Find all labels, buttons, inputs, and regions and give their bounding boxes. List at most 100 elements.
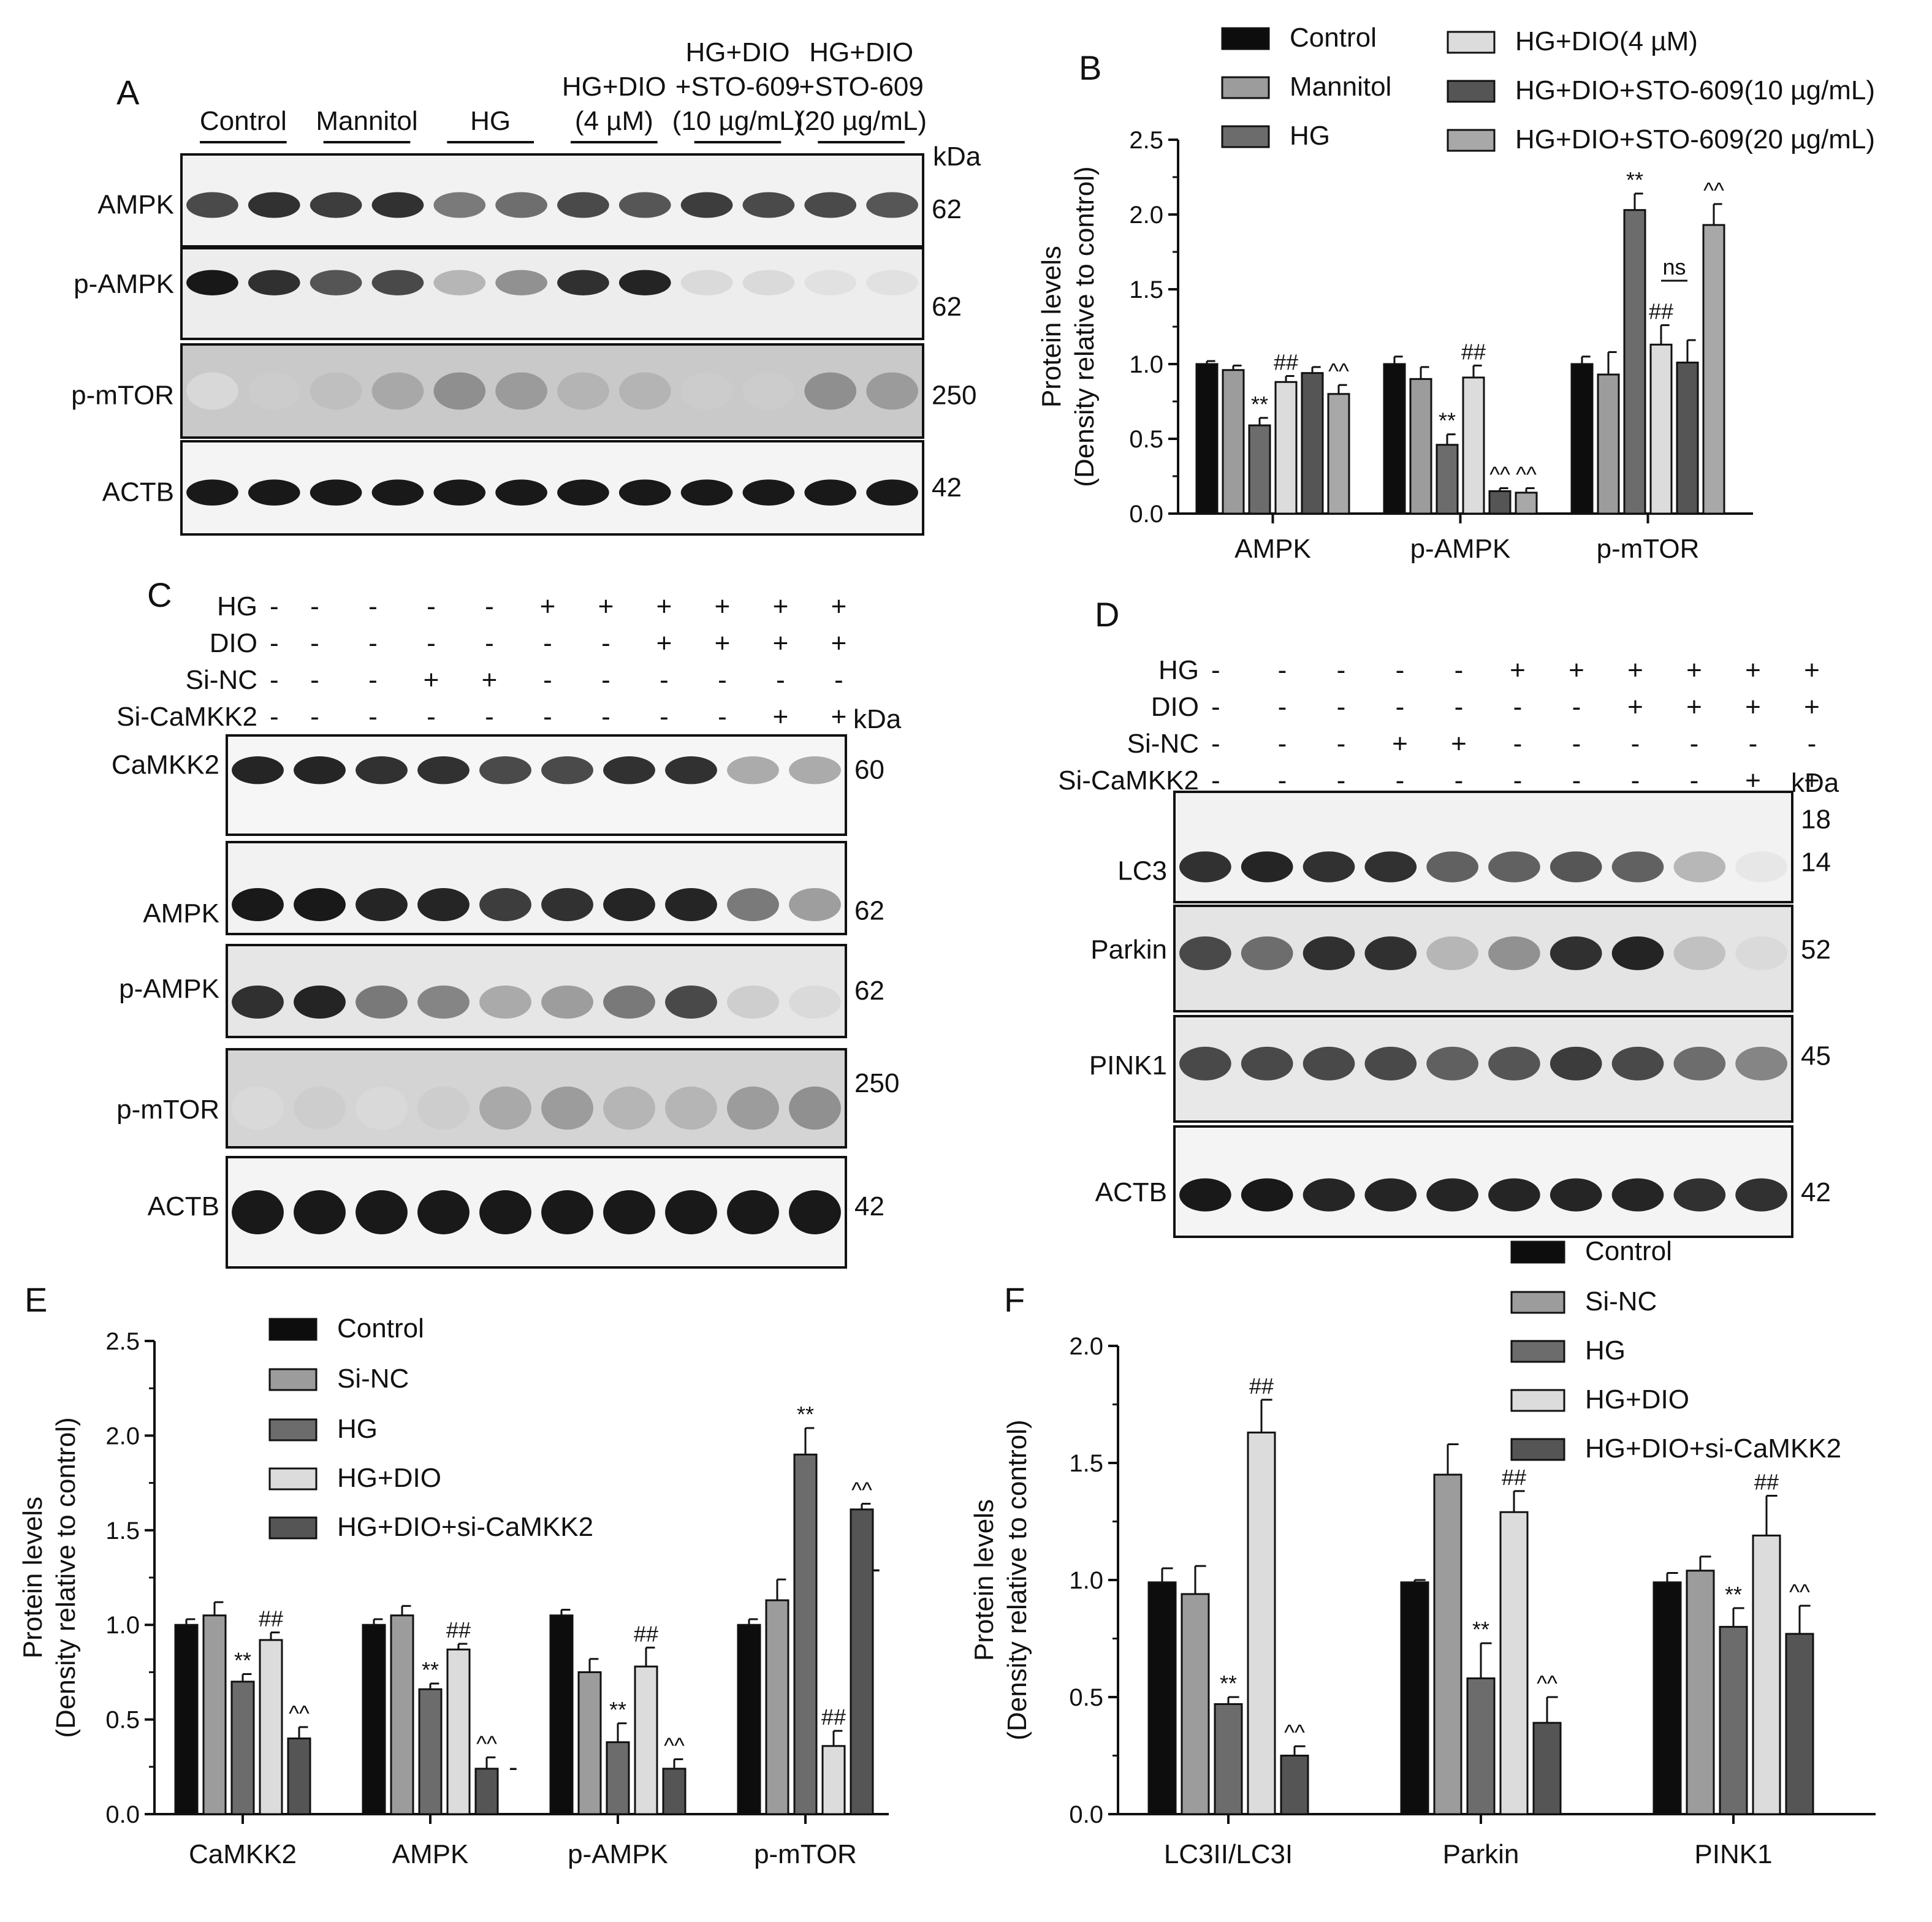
bar-hg-p-ampk (1436, 444, 1459, 515)
condition-sign: - (368, 665, 378, 695)
band-actb-lane-4 (371, 479, 424, 506)
panel-letter-b: B (1079, 48, 1101, 87)
condition-sign: - (543, 628, 552, 658)
legend-label: HG+DIO (1585, 1385, 1689, 1415)
bar-mannitol-ampk (1222, 369, 1245, 515)
panel-d-blot-parkin: Parkin 52 (1090, 905, 1831, 1012)
band-actb-lane-1 (1179, 1178, 1231, 1212)
bar-hg-dio-p-ampk (634, 1665, 658, 1815)
blot-kda: 60 (854, 755, 884, 785)
band-p-mtor-lane-7 (603, 1086, 655, 1130)
panel-d-condition-row-hg: HG - - - - - + + + + + + (1158, 655, 1820, 685)
bar-group-p-mtor (1570, 192, 1725, 515)
band-actb-lane-6 (541, 1190, 593, 1234)
legend-swatch (1447, 80, 1496, 103)
band-camkk2-lane-9 (727, 756, 779, 784)
bar-hg-dio-parkin (1499, 1511, 1529, 1815)
bar-hg-dio-lc3ii-lc3i (1247, 1431, 1276, 1815)
panel-d-condition-row-si-camkk2: Si-CaMKK2- - - - - - - - - + + (1058, 765, 1820, 796)
blot-label: p-mTOR (116, 1095, 219, 1125)
band-lc3-lane-9 (1673, 851, 1726, 883)
band-pink1-lane-1 (1179, 1046, 1231, 1081)
condition-sign: + (773, 628, 789, 658)
band-p-mtor-lane-8 (618, 372, 671, 410)
bar-hg-dio-sto-609-10-g-ml--p-ampk (1488, 490, 1512, 515)
band-p-mtor-lane-2 (248, 372, 300, 410)
legend-label: HG (1585, 1335, 1626, 1366)
condition-sign: - (1278, 655, 1287, 685)
condition-sign: + (1745, 692, 1761, 722)
band-camkk2-lane-1 (232, 756, 284, 784)
significance-marker: ## (446, 1617, 471, 1643)
condition-sign: + (773, 702, 789, 732)
band-actb-lane-4 (1364, 1178, 1417, 1212)
significance-marker: ## (634, 1621, 658, 1646)
condition-sign: + (1745, 765, 1761, 796)
bar-hg-dio-si-camkk2-parkin (1532, 1722, 1562, 1815)
band-lc3-lane-3 (1303, 851, 1355, 883)
bar-group-ampk (362, 1605, 499, 1815)
kda-header: kDa (933, 142, 981, 172)
bar-hg-dio-pink1 (1752, 1534, 1781, 1815)
significance-marker: ** (1626, 167, 1643, 192)
condition-sign: - (1631, 729, 1640, 759)
band-p-mtor-lane-9 (680, 372, 733, 410)
band-p-ampk-lane-11 (804, 270, 857, 295)
group-header-text: Mannitol (316, 106, 417, 136)
band-actb-lane-10 (1735, 1178, 1787, 1212)
bar-group-p-mtor (737, 1427, 874, 1815)
condition-sign: - (718, 702, 727, 732)
group-header-text: HG (470, 106, 511, 136)
bar-group-p-ampk (1383, 355, 1538, 515)
x-category-label: p-mTOR (1597, 534, 1700, 564)
bar-si-nc-ampk (390, 1614, 414, 1815)
legend-item-mannitol: Mannitol (1221, 72, 1391, 102)
condition-sign: + (715, 628, 731, 658)
legend-label: Si-NC (1585, 1286, 1657, 1316)
band-p-mtor-lane-5 (479, 1086, 531, 1130)
y-tick-label: 1.5 (105, 1517, 140, 1544)
y-axis-label-2: (Density relative to control) (51, 1417, 81, 1738)
condition-sign: - (601, 628, 610, 658)
band-ampk-lane-12 (866, 192, 918, 218)
panel-letter-a: A (116, 73, 140, 112)
condition-sign: + (1804, 692, 1820, 722)
band-actb-lane-2 (248, 479, 300, 506)
band-ampk-lane-10 (742, 192, 795, 218)
band-actb-lane-4 (417, 1190, 470, 1234)
significance-marker: ^^ (476, 1731, 497, 1756)
bar-control-p-mtor (737, 1624, 761, 1815)
band-p-ampk-lane-7 (603, 986, 655, 1019)
panel-a-western-blot: Control Mannitol HG HG+DIO (4 µM) HG+DIO +STO-… (71, 37, 981, 536)
x-category-label: LC3II/LC3I (1164, 1839, 1293, 1869)
y-tick-label: 0.0 (105, 1801, 140, 1828)
band-p-ampk-lane-8 (665, 986, 717, 1019)
blot-kda: 250 (932, 381, 976, 411)
band-p-mtor-lane-9 (727, 1086, 779, 1130)
panel-c-condition-row-si-nc: Si-NC - - - + + - - - - - - (186, 665, 843, 695)
legend-label: HG (1290, 121, 1330, 151)
panel-a-blot-p-ampk: p-AMPK 62 (74, 247, 962, 340)
condition-sign: - (427, 702, 436, 732)
band-p-mtor-lane-3 (356, 1086, 408, 1130)
band-ampk-lane-7 (603, 888, 655, 921)
bar-hg-ampk (1248, 424, 1271, 515)
band-actb-lane-1 (186, 479, 238, 506)
band-lc3-lane-8 (1611, 851, 1664, 883)
legend-swatch (268, 1467, 318, 1491)
condition-sign: - (1337, 692, 1346, 722)
condition-sign: - (1572, 729, 1581, 759)
condition-sign: + (831, 628, 847, 658)
significance-marker: ^^ (1328, 359, 1349, 384)
condition-sign: + (656, 591, 672, 621)
condition-label: DIO (1151, 692, 1199, 722)
condition-label: Si-NC (186, 665, 257, 695)
legend-swatch (1510, 1340, 1565, 1363)
band-camkk2-lane-6 (541, 756, 593, 784)
panel-d-blot-pink1: PINK1 45 (1089, 1015, 1831, 1123)
significance-marker: ^^ (664, 1733, 685, 1758)
bar-si-nc-lc3ii-lc3i (1181, 1593, 1210, 1815)
band-actb-lane-2 (294, 1190, 346, 1234)
condition-sign-lead: - (1211, 765, 1220, 796)
bar-control-lc3ii-lc3i (1147, 1581, 1177, 1815)
